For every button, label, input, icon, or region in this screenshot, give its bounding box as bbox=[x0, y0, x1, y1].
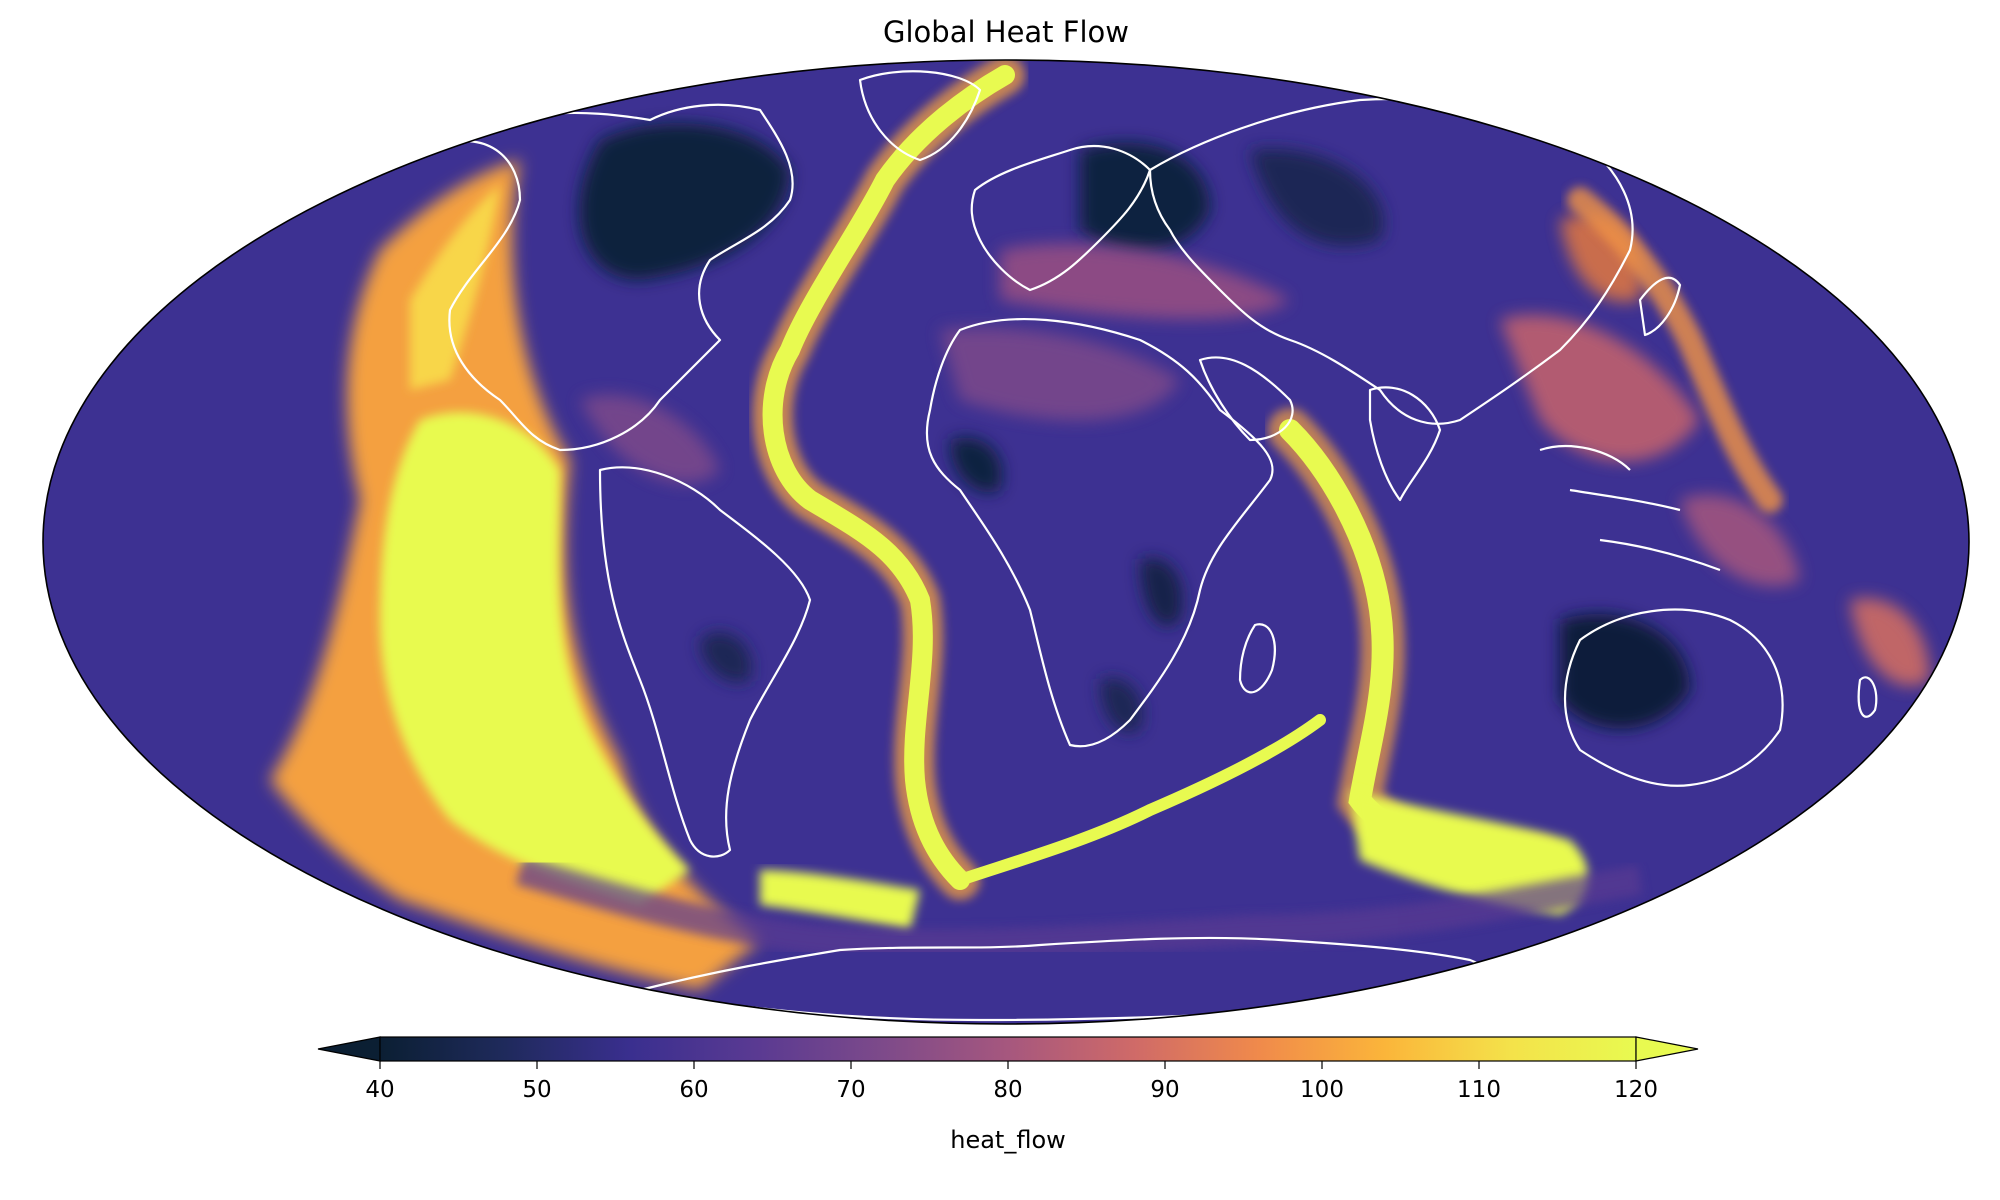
coastline-india bbox=[1368, 386, 1442, 502]
western-pacific-arc bbox=[1567, 187, 1783, 513]
colorbar-tick-label: 40 bbox=[365, 1077, 394, 1103]
indian-ridge bbox=[1268, 408, 1589, 915]
colorbar-tick-label: 70 bbox=[836, 1077, 865, 1103]
southwest-indian-ridge bbox=[954, 714, 1326, 886]
east-pacific-rise bbox=[270, 160, 920, 990]
coastline-japan bbox=[1638, 276, 1682, 337]
southern-ocean-band bbox=[515, 855, 1643, 960]
map-globe bbox=[42, 59, 1970, 1025]
colorbar-tick-label: 80 bbox=[993, 1077, 1022, 1103]
coastline-madagascar bbox=[1238, 623, 1276, 694]
coastline-africa bbox=[925, 318, 1274, 748]
figure-title: Global Heat Flow bbox=[883, 15, 1129, 49]
coastline-southeast-asia-islands bbox=[1539, 444, 1721, 572]
colorbar-ticks: 40 50 60 70 80 90 100 110 120 bbox=[365, 1061, 1658, 1103]
warm-zones bbox=[580, 214, 1930, 687]
coastline-greenland bbox=[858, 70, 982, 162]
colorbar: 40 50 60 70 80 90 100 110 120 heat_flow bbox=[317, 1036, 1699, 1154]
colorbar-extend-high bbox=[1635, 1036, 1699, 1062]
colorbar-gradient bbox=[379, 1036, 1637, 1062]
coastlines bbox=[438, 70, 1878, 1022]
coastline-australia bbox=[1564, 608, 1784, 787]
coastline-europe bbox=[970, 145, 1152, 292]
colorbar-tick-label: 60 bbox=[679, 1077, 708, 1103]
colorbar-tick-label: 120 bbox=[1614, 1077, 1658, 1103]
cold-cratons bbox=[579, 123, 1690, 733]
coastline-south-america bbox=[598, 466, 812, 858]
map-outline bbox=[42, 59, 1970, 1025]
colorbar-tick-label: 110 bbox=[1457, 1077, 1501, 1103]
mid-atlantic-ridge bbox=[752, 60, 1025, 900]
coastline-new-zealand bbox=[1857, 676, 1878, 718]
colorbar-tick-label: 100 bbox=[1300, 1077, 1344, 1103]
colorbar-tick-label: 90 bbox=[1150, 1077, 1179, 1103]
colorbar-label: heat_flow bbox=[950, 1126, 1066, 1154]
colorbar-tick-label: 50 bbox=[522, 1077, 551, 1103]
coastline-antarctica bbox=[638, 936, 1484, 1022]
coastline-arabia bbox=[1198, 356, 1294, 442]
colorbar-extend-low bbox=[317, 1036, 381, 1062]
coastline-north-america bbox=[438, 103, 794, 452]
